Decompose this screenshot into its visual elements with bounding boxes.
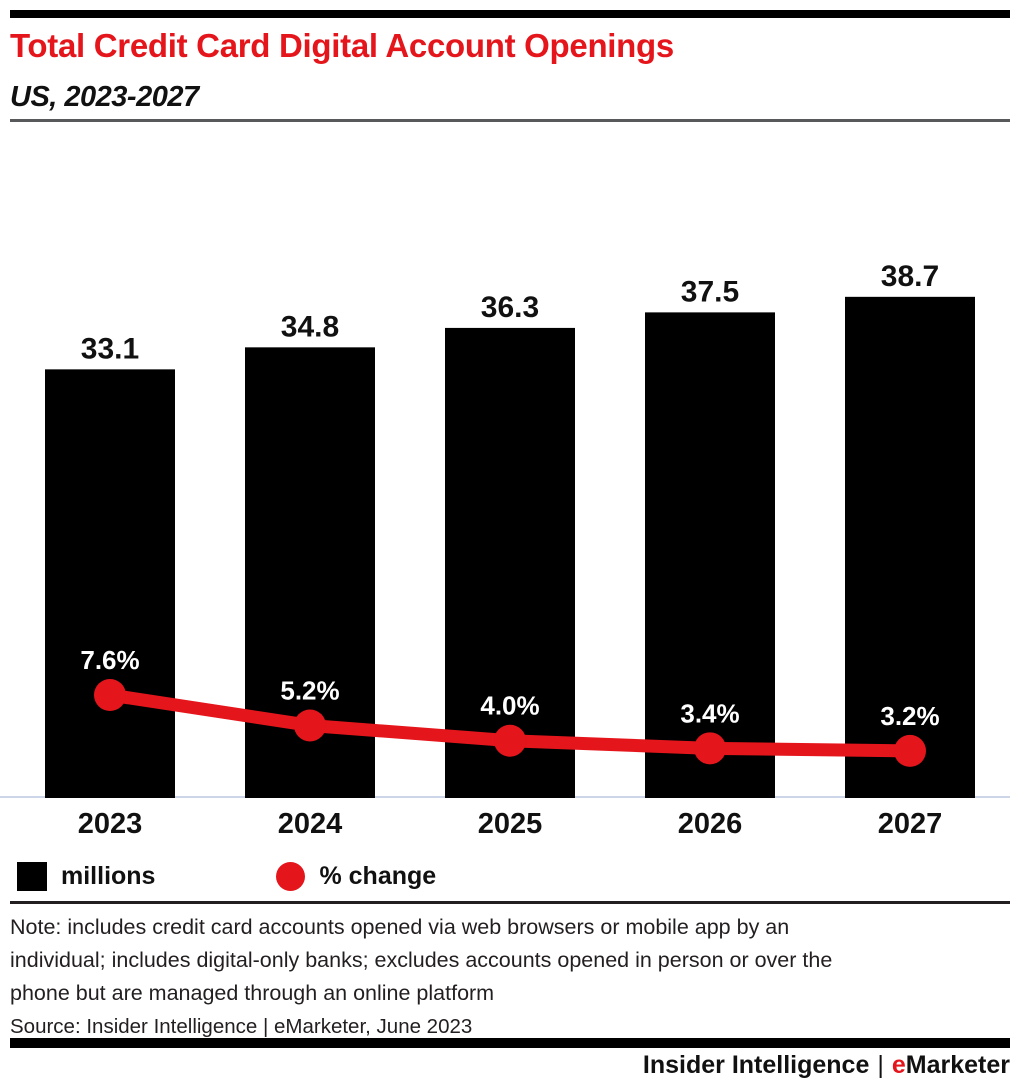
chart-title: Total Credit Card Digital Account Openin… [10, 27, 674, 64]
footer-brand-rest: Marketer [905, 1051, 1010, 1079]
line-point-2025 [494, 724, 526, 757]
line-point-2024 [294, 709, 326, 742]
line-point-2027 [894, 734, 926, 767]
bar-2026 [645, 312, 775, 798]
x-axis-label-2023: 2023 [78, 808, 143, 840]
chart-subtitle: US, 2023-2027 [10, 81, 199, 113]
pct-label-2023: 7.6% [80, 645, 139, 675]
bar-value-label-2026: 37.5 [681, 275, 739, 308]
x-axis-label-2025: 2025 [478, 808, 543, 840]
footer-brand-left: Insider Intelligence [642, 1051, 870, 1079]
x-axis-label-2027: 2027 [878, 808, 943, 840]
legend-item-pct-change: % change [276, 861, 437, 891]
bar-value-label-2024: 34.8 [281, 310, 339, 343]
legend-rule [10, 901, 1010, 904]
millions-swatch-icon [17, 861, 47, 891]
chart-canvas: 33.1 34.8 36.3 37.5 38.7 7.6% 5.2% 4.0% 3.4% 3.2%… [0, 260, 1010, 840]
footer-brand: Insider Intelligence | eMarketer [643, 1051, 1010, 1080]
bar-value-label-2027: 38.7 [881, 260, 939, 293]
bar-2023 [45, 369, 175, 798]
chart-legend: millions % change [17, 860, 436, 892]
footer-brand-separator: | [877, 1051, 884, 1079]
note-line-3: phone but are managed through an online … [10, 981, 495, 1005]
note-line-1: Note: includes credit card accounts open… [10, 915, 790, 939]
pct-label-2027: 3.2% [880, 701, 939, 731]
legend-label-pct-change: % change [319, 861, 437, 890]
line-point-2023 [94, 679, 126, 711]
pct-label-2024: 5.2% [280, 675, 339, 705]
pct-change-swatch-icon [276, 861, 306, 891]
bar-2025 [445, 327, 575, 798]
bar-2027 [845, 296, 975, 798]
pct-label-2025: 4.0% [480, 691, 539, 721]
source-line: Source: Insider Intelligence | eMarketer… [10, 1015, 473, 1038]
top-accent-bar [10, 10, 1010, 18]
legend-label-millions: millions [61, 861, 156, 890]
bar-value-label-2023: 33.1 [81, 332, 139, 365]
chart-notes: Note: includes credit card accounts open… [10, 911, 1010, 1042]
pct-label-2026: 3.4% [680, 698, 739, 728]
note-line-2: individual; includes digital-only banks;… [10, 948, 833, 972]
bar-value-label-2025: 36.3 [481, 291, 539, 324]
line-point-2026 [694, 732, 726, 765]
x-axis-label-2026: 2026 [678, 808, 743, 840]
header-rule [10, 119, 1010, 122]
legend-item-millions: millions [17, 861, 156, 891]
bottom-accent-bar [10, 1038, 1010, 1048]
footer-brand-e: e [891, 1051, 906, 1079]
x-axis-label-2024: 2024 [278, 808, 343, 840]
